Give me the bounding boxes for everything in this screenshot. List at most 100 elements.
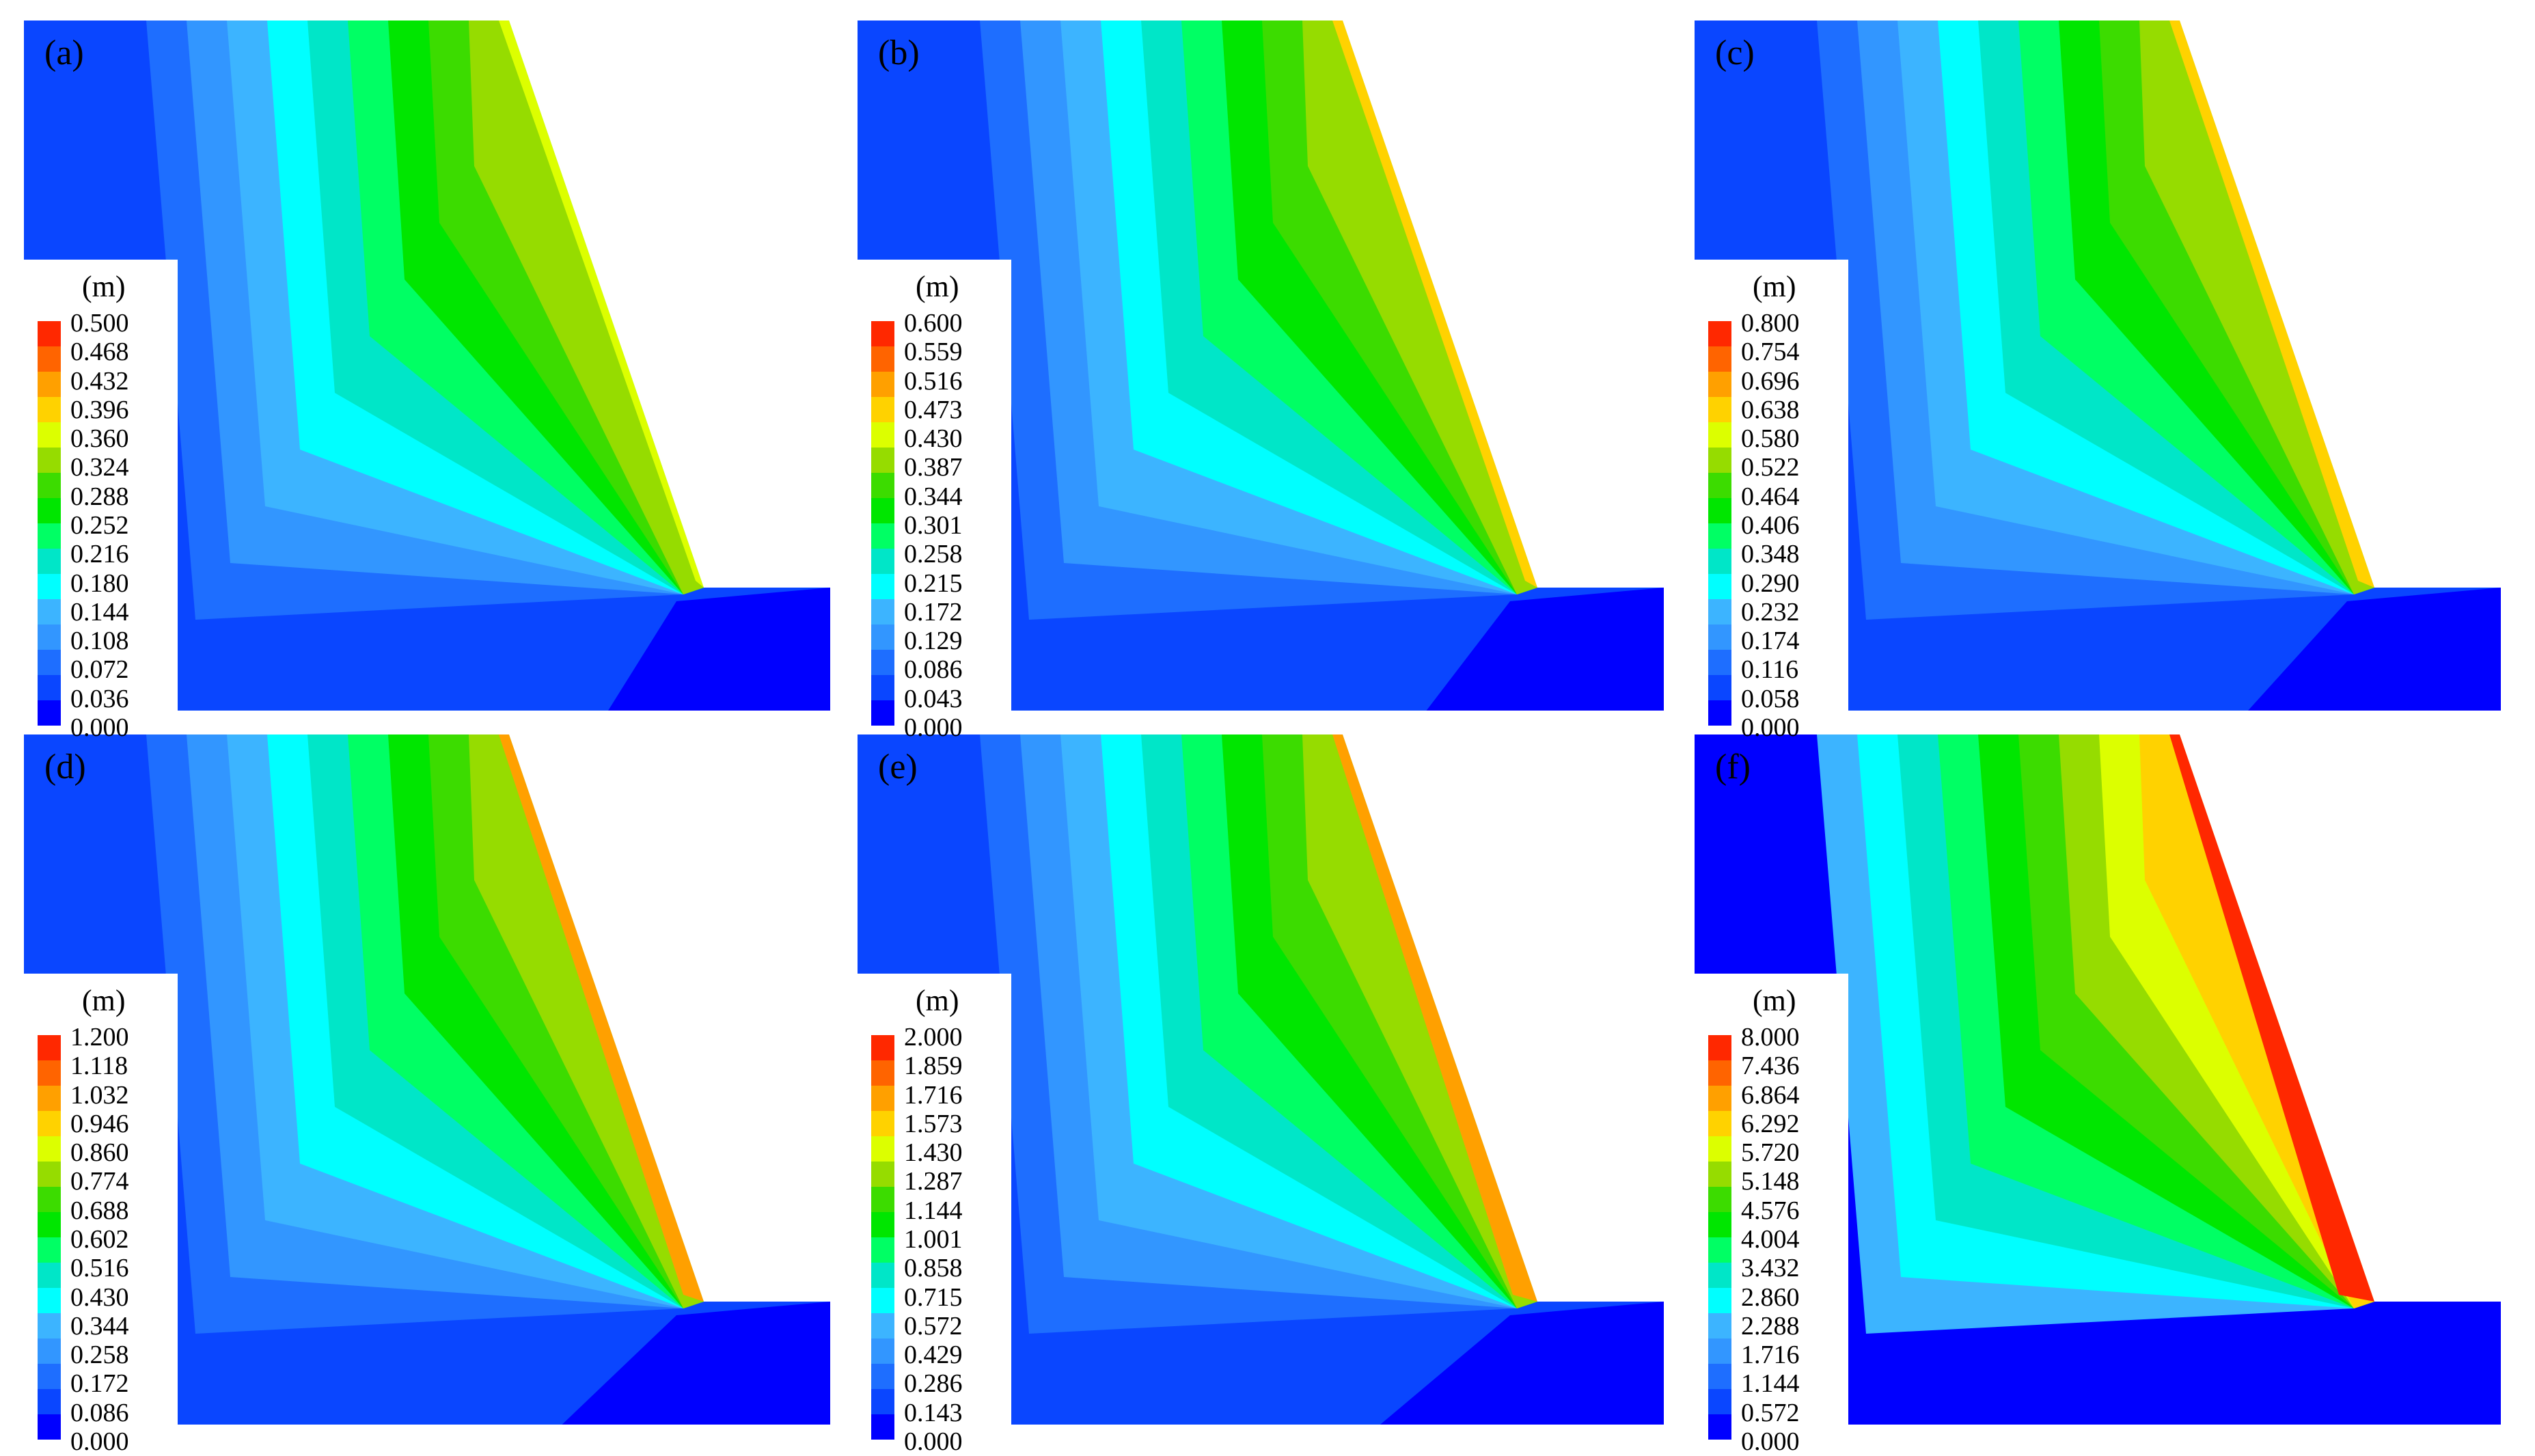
panel-b: (b) (m) 0.600 0.559 0.516 0.473 0.430 0.387 0.34… [858, 20, 1664, 741]
legend-tick-label: 0.715 [904, 1282, 963, 1312]
legend-swatch [38, 498, 61, 523]
legend-swatch [1708, 397, 1731, 422]
legend-tick-label: 0.522 [1741, 453, 1800, 482]
legend-swatch [1708, 1111, 1731, 1136]
legend-swatch [1708, 599, 1731, 624]
legend-swatch [871, 549, 894, 574]
legend-tick-label: 2.000 [904, 1023, 963, 1052]
legend-tick-label: 0.580 [1741, 424, 1800, 454]
legend-swatch [38, 1187, 61, 1212]
legend-swatch [1708, 675, 1731, 700]
legend-tick-label: 0.860 [70, 1138, 129, 1168]
legend-tick-label: 1.118 [70, 1052, 128, 1081]
air-region [509, 20, 830, 588]
legend-swatch [38, 448, 61, 473]
color-legend: (m) 0.800 0.754 0.696 0.638 0.580 0.522 0.464 0.… [1695, 260, 1848, 741]
toe-block [2176, 1302, 2501, 1425]
panel-label: (f) [1715, 747, 1751, 786]
panel-e: (e) (m) 2.000 1.859 1.716 1.573 1.430 1.287 1.14… [858, 734, 1664, 1455]
legend-tick-label: 0.559 [904, 338, 963, 367]
legend-swatch [1708, 523, 1731, 549]
legend-tick-label: 0.286 [904, 1369, 963, 1399]
legend-swatch [1708, 372, 1731, 397]
legend-colorbar [1708, 1035, 1731, 1440]
legend-tick-label: 0.516 [904, 366, 963, 396]
legend-swatch [38, 1237, 61, 1263]
legend-swatch [871, 599, 894, 624]
face-strip [1332, 20, 1537, 588]
color-legend: (m) 8.000 7.436 6.864 6.292 5.720 5.148 4.576 4.… [1695, 974, 1848, 1455]
legend-tick-label: 0.754 [1741, 338, 1800, 367]
legend-tick-label: 8.000 [1741, 1023, 1800, 1052]
legend-tick-label: 1.001 [904, 1225, 963, 1254]
toe-block [562, 1302, 830, 1425]
legend-tick-label: 0.430 [904, 424, 963, 454]
legend-tick-label: 0.638 [1741, 395, 1800, 424]
legend-tick-label: 0.858 [904, 1254, 963, 1283]
legend-swatch [38, 624, 61, 650]
legend-tick-label: 0.516 [70, 1254, 129, 1283]
legend-swatch [38, 1086, 61, 1111]
legend-tick-label: 6.292 [1741, 1109, 1800, 1138]
legend-swatch [871, 372, 894, 397]
color-legend: (m) 0.600 0.559 0.516 0.473 0.430 0.387 0.344 0.… [858, 260, 1011, 741]
legend-tick-label: 0.429 [904, 1341, 963, 1370]
panel-c: (c) (m) 0.800 0.754 0.696 0.638 0.580 0.522 0.46… [1695, 20, 2501, 741]
legend-swatch [871, 1035, 894, 1060]
legend-swatch [1708, 448, 1731, 473]
legend-tick-label: 0.430 [70, 1282, 129, 1312]
legend-swatch [1708, 1136, 1731, 1162]
legend-swatch [871, 1086, 894, 1111]
legend-tick-label: 7.436 [1741, 1052, 1800, 1081]
legend-swatch [1708, 473, 1731, 498]
legend-tick-label: 0.172 [70, 1369, 129, 1399]
legend-swatch [871, 1187, 894, 1212]
legend-tick-label: 0.000 [70, 713, 129, 742]
legend-swatch [1708, 1035, 1731, 1060]
legend-swatch [38, 422, 61, 448]
face-strip [499, 734, 704, 1302]
legend-tick-label: 0.252 [70, 511, 129, 540]
legend-swatch [1708, 700, 1731, 726]
legend-colorbar [38, 321, 61, 726]
displacement-field [1695, 734, 2501, 1425]
legend-swatch [38, 650, 61, 675]
legend-tick-label: 1.716 [1741, 1341, 1800, 1370]
legend-swatch [871, 1389, 894, 1414]
legend-swatch [871, 523, 894, 549]
legend-swatch [38, 1060, 61, 1086]
legend-swatch [38, 346, 61, 372]
legend-tick-label: 0.696 [1741, 366, 1800, 396]
contour-band-9 [469, 20, 704, 594]
legend-tick-label: 0.232 [1741, 597, 1800, 627]
panel-d: (d) (m) 1.200 1.118 1.032 0.946 0.860 0.774 0.68… [24, 734, 830, 1455]
legend-colorbar [38, 1035, 61, 1440]
color-legend: (m) 0.500 0.468 0.432 0.396 0.360 0.324 0.288 0.… [24, 260, 178, 741]
legend-swatch [1708, 1212, 1731, 1237]
legend-tick-label: 0.688 [70, 1196, 129, 1225]
legend-tick-label: 2.288 [1741, 1311, 1800, 1341]
legend-swatch [871, 1288, 894, 1313]
legend-tick-label: 5.148 [1741, 1167, 1800, 1196]
legend-tick-label: 2.860 [1741, 1282, 1800, 1312]
legend-swatch [38, 599, 61, 624]
legend-tick-label: 4.576 [1741, 1196, 1800, 1225]
legend-tick-label: 0.058 [1741, 684, 1800, 713]
legend-tick-label: 0.086 [904, 655, 963, 685]
legend-tick-label: 0.600 [904, 309, 963, 338]
legend-swatch [1708, 1414, 1731, 1440]
displacement-field [858, 20, 1664, 711]
legend-unit: (m) [916, 984, 959, 1017]
panel-label: (d) [44, 747, 86, 786]
legend-tick-label: 0.072 [70, 655, 129, 685]
legend-swatch [38, 574, 61, 599]
legend-tick-label: 0.000 [70, 1427, 129, 1456]
legend-tick-label: 0.406 [1741, 511, 1800, 540]
legend-tick-label: 0.144 [70, 597, 129, 627]
displacement-field [858, 734, 1664, 1425]
legend-swatch [1708, 498, 1731, 523]
panel-a: (a) (m) 0.500 0.468 0.432 0.396 0.360 0.324 0.28… [24, 20, 830, 741]
legend-tick-label: 0.043 [904, 684, 963, 713]
legend-swatch [871, 1237, 894, 1263]
legend-swatch [38, 1364, 61, 1389]
